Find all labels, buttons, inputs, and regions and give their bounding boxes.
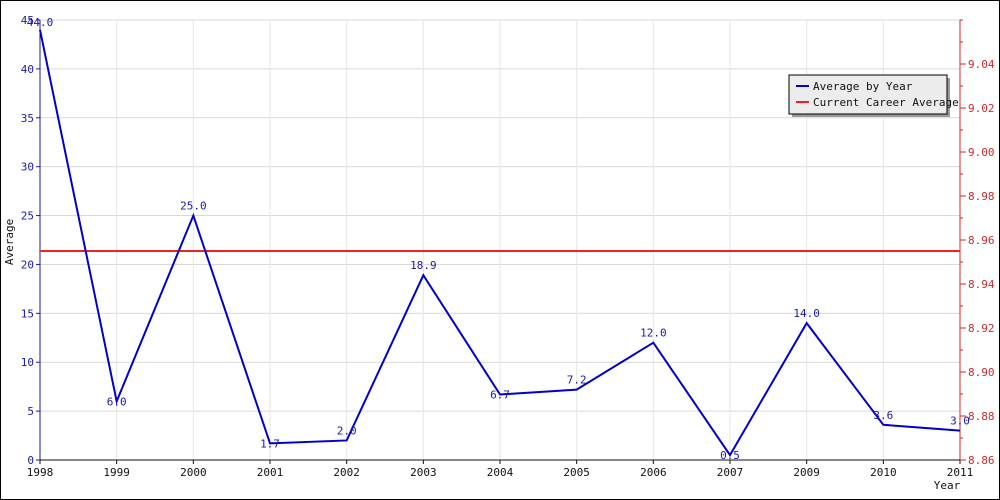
y2-tick-label: 8.90 [968,366,995,379]
y2-tick-label: 8.96 [968,234,995,247]
y2-tick-label: 9.00 [968,146,995,159]
data-label: 12.0 [640,327,667,340]
data-label: 14.0 [793,307,820,320]
x-tick-label: 2000 [180,466,207,479]
x-tick-label: 2004 [487,466,514,479]
x-tick-label: 2002 [333,466,360,479]
x-tick-label: 2001 [257,466,284,479]
y-tick-label: 20 [21,258,34,271]
data-label: 3.6 [873,409,893,422]
y-tick-label: 5 [27,405,34,418]
y2-tick-label: 9.02 [968,102,995,115]
data-label: 44.0 [27,16,54,29]
data-label: 0.5 [720,449,740,462]
x-tick-label: 1999 [103,466,130,479]
x-tick-label: 2003 [410,466,437,479]
y2-tick-label: 8.86 [968,454,995,467]
data-label: 3.0 [950,415,970,428]
data-label: 2.0 [337,424,357,437]
y-tick-label: 0 [27,454,34,467]
data-label: 25.0 [180,200,207,213]
x-tick-label: 2011 [947,466,974,479]
y2-tick-label: 8.88 [968,410,995,423]
y-tick-label: 15 [21,307,34,320]
y-tick-label: 35 [21,112,34,125]
data-label: 1.7 [260,437,280,450]
y-tick-label: 30 [21,161,34,174]
series [39,29,961,457]
x-axis-title: Year [934,479,961,492]
y-tick-label: 45 [21,14,34,27]
data-label: 6.0 [107,395,127,408]
axes: 0 5 10 15 20 25 30 35 40 45 8.86 8.88 8.90 8.92 8.94 8.… [21,14,995,479]
x-tick-label: 2007 [717,466,744,479]
y-tick-label: 25 [21,210,34,223]
y2-tick-label: 8.98 [968,190,995,203]
legend-label-career-average: Current Career Average [813,96,959,109]
y2-tick-label: 9.04 [968,58,995,71]
y-tick-label: 10 [21,356,34,369]
legend: Average by Year Current Career Average [788,74,959,117]
x-tick-label: 2010 [870,466,897,479]
average-by-year-line [39,29,961,457]
data-label: 7.2 [567,374,587,387]
data-labels: 44.0 6.0 25.0 1.7 2.0 18.9 6.7 7.2 12.0 0.5 14.0 3.… [27,16,970,462]
legend-label-average-by-year: Average by Year [813,80,913,93]
x-tick-label: 1998 [27,466,54,479]
x-tick-label: 2006 [640,466,667,479]
legend-box [788,74,948,115]
y2-tick-label: 8.94 [968,278,995,291]
y-tick-label: 40 [21,63,34,76]
data-label: 18.9 [410,259,437,272]
y-axis-title: Average [3,219,16,265]
y2-tick-label: 8.92 [968,322,995,335]
x-tick-label: 2005 [563,466,590,479]
data-label: 6.7 [490,388,510,401]
x-tick-label: 2009 [793,466,820,479]
